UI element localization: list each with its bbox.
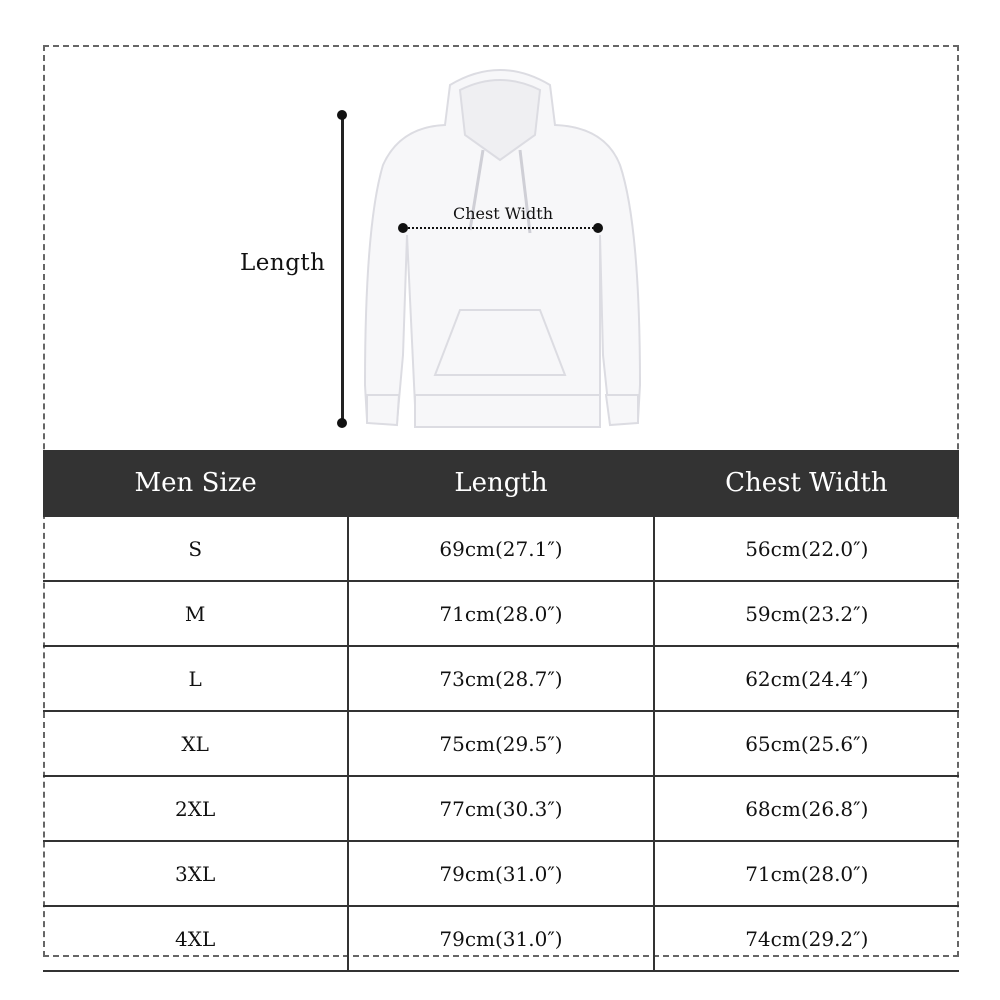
chest-left-marker	[398, 223, 408, 233]
length-cell: 77cm(30.3″)	[347, 775, 655, 842]
table-row: L 73cm(28.7″) 62cm(24.4″)	[43, 645, 959, 712]
length-cell: 75cm(29.5″)	[347, 710, 655, 777]
length-cell: 71cm(28.0″)	[347, 580, 655, 647]
chest-cell: 68cm(26.8″)	[652, 775, 959, 842]
header-men-size: Men Size	[43, 450, 349, 516]
table-row: 3XL 79cm(31.0″) 71cm(28.0″)	[43, 840, 959, 907]
size-cell: XL	[43, 710, 350, 777]
chest-cell: 59cm(23.2″)	[652, 580, 959, 647]
hoodie-image	[363, 69, 642, 428]
length-measure-line	[341, 115, 344, 423]
table-row: S 69cm(27.1″) 56cm(22.0″)	[43, 515, 959, 582]
header-length: Length	[348, 450, 654, 516]
length-top-marker	[337, 110, 347, 120]
length-bottom-marker	[337, 418, 347, 428]
length-cell: 69cm(27.1″)	[347, 515, 655, 582]
chest-width-label: Chest Width	[453, 204, 553, 223]
size-cell: 4XL	[43, 905, 350, 972]
length-cell: 79cm(31.0″)	[347, 840, 655, 907]
length-label: Length	[240, 250, 326, 276]
table-row: 4XL 79cm(31.0″) 74cm(29.2″)	[43, 905, 959, 972]
size-chart-table: Men Size Length Chest Width S 69cm(27.1″)…	[43, 450, 959, 972]
length-cell: 79cm(31.0″)	[347, 905, 655, 972]
table-row: XL 75cm(29.5″) 65cm(25.6″)	[43, 710, 959, 777]
chest-cell: 74cm(29.2″)	[652, 905, 959, 972]
size-cell: 2XL	[43, 775, 350, 842]
chest-cell: 71cm(28.0″)	[652, 840, 959, 907]
chest-right-marker	[593, 223, 603, 233]
chest-cell: 65cm(25.6″)	[652, 710, 959, 777]
header-chest-width: Chest Width	[653, 450, 959, 516]
chest-cell: 62cm(24.4″)	[652, 645, 959, 712]
chest-cell: 56cm(22.0″)	[652, 515, 959, 582]
table-header-row: Men Size Length Chest Width	[43, 450, 959, 516]
size-cell: 3XL	[43, 840, 350, 907]
length-cell: 73cm(28.7″)	[347, 645, 655, 712]
size-cell: S	[43, 515, 350, 582]
hoodie-measurement-diagram: Length Chest Width	[0, 0, 1000, 450]
size-cell: M	[43, 580, 350, 647]
table-row: 2XL 77cm(30.3″) 68cm(26.8″)	[43, 775, 959, 842]
size-cell: L	[43, 645, 350, 712]
chest-width-measure-line	[403, 227, 598, 229]
table-row: M 71cm(28.0″) 59cm(23.2″)	[43, 580, 959, 647]
